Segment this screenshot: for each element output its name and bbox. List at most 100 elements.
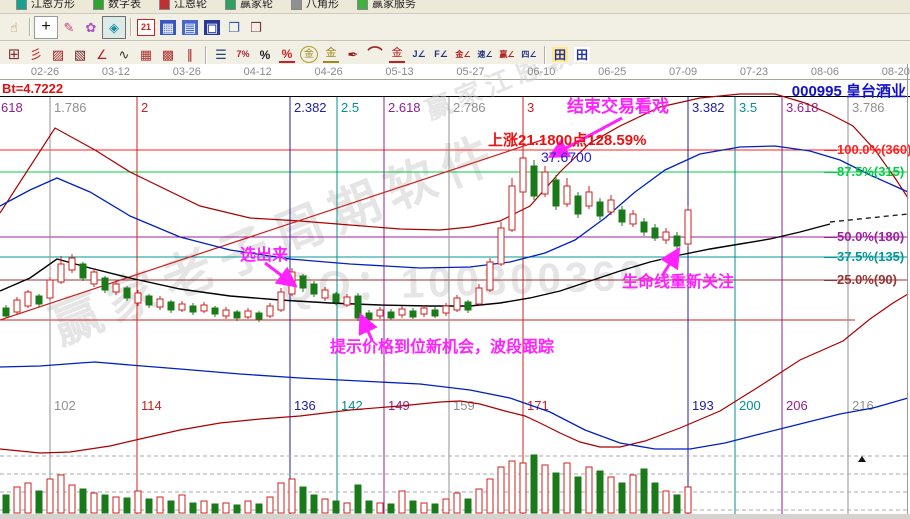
candle-body bbox=[299, 275, 307, 289]
percent-icon: % bbox=[259, 47, 271, 62]
candle-body bbox=[310, 283, 318, 295]
gold-red-icon[interactable]: 金 bbox=[386, 44, 408, 65]
angle-four-icon[interactable]: 四∠ bbox=[518, 44, 540, 65]
toolbar-separator bbox=[544, 45, 545, 64]
gann-ratio-label: 2 bbox=[141, 100, 148, 115]
volume-bar bbox=[585, 466, 593, 514]
volume-bar bbox=[310, 494, 318, 514]
volume-bar bbox=[101, 494, 109, 514]
gann-ratio-label-partial: 618 bbox=[1, 100, 23, 115]
gold-circle-icon[interactable]: 金 bbox=[298, 44, 320, 65]
volume-bar bbox=[266, 496, 274, 514]
ma-black-projection bbox=[829, 213, 909, 223]
volume-bar bbox=[365, 500, 373, 514]
date-tick-label: 05-27 bbox=[456, 66, 484, 78]
save-icon[interactable]: ▣ bbox=[201, 17, 223, 38]
menu-winner-wheel[interactable]: 赢家轮 bbox=[225, 0, 273, 13]
toolbar-separator bbox=[29, 18, 30, 36]
volume-bar bbox=[464, 498, 472, 514]
calendar-21-icon[interactable]: 21 bbox=[135, 17, 157, 38]
grid-blue-icon[interactable]: 田 bbox=[549, 44, 571, 65]
notes-icon[interactable]: ▤ bbox=[179, 17, 201, 38]
volume-bar bbox=[299, 486, 307, 514]
volume-bar bbox=[167, 500, 175, 514]
gold-lines-icon: 金 bbox=[323, 46, 339, 63]
fan-square-icon[interactable]: ▨ bbox=[47, 44, 69, 65]
menu-gann-wheel[interactable]: 江恩轮 bbox=[159, 0, 207, 13]
date-tick-label: 02-26 bbox=[31, 66, 59, 78]
grid-blue-2-icon[interactable]: 田 bbox=[571, 44, 593, 65]
triangle-marker bbox=[858, 456, 866, 462]
date-tick-label: 07-09 bbox=[669, 66, 697, 78]
export-icon[interactable]: ❐ bbox=[223, 17, 245, 38]
grid-red-2-icon[interactable]: ▩ bbox=[157, 44, 179, 65]
candle-body bbox=[453, 297, 461, 311]
angle-win-icon[interactable]: 赢∠ bbox=[496, 44, 518, 65]
menu-number-table-icon bbox=[93, 0, 104, 10]
candle-body bbox=[585, 191, 593, 207]
calculator-icon[interactable]: ▦ bbox=[157, 17, 179, 38]
menu-number-table[interactable]: 数字表 bbox=[93, 0, 141, 13]
percent-red-icon[interactable]: % bbox=[276, 44, 298, 65]
gann-fan-icon[interactable]: 彡 bbox=[25, 44, 47, 65]
volume-bar bbox=[90, 492, 98, 514]
menu-winner-wheel-label: 赢家轮 bbox=[240, 0, 273, 10]
draw-pen-icon[interactable]: ✎ bbox=[58, 17, 80, 38]
gann-ratio-label: 3.5 bbox=[739, 100, 757, 115]
candle-body bbox=[552, 179, 560, 207]
volume-bar bbox=[123, 497, 131, 514]
angle-gold-icon[interactable]: 金∠ bbox=[452, 44, 474, 65]
candle-body bbox=[244, 310, 252, 318]
band-lower-blue bbox=[0, 361, 909, 450]
ma-black bbox=[0, 223, 831, 307]
candle-body bbox=[640, 221, 648, 233]
chart-canvas[interactable]: 赢家老子周期软件QQ：100800360赢家江恩软件02-2603-1203-2… bbox=[0, 26, 910, 514]
angle-f-icon[interactable]: F∠ bbox=[430, 44, 452, 65]
candle-body bbox=[651, 227, 659, 239]
fan-grid-icon[interactable]: ▧ bbox=[69, 44, 91, 65]
candle-body bbox=[35, 295, 43, 305]
angle-j-icon[interactable]: J∠ bbox=[408, 44, 430, 65]
percent-icon[interactable]: % bbox=[254, 44, 276, 65]
volume-bar bbox=[222, 502, 230, 514]
candle-body bbox=[134, 292, 142, 304]
candle-body bbox=[332, 293, 340, 303]
volume-bar bbox=[563, 462, 571, 514]
parallel-lines-icon[interactable]: ∥ bbox=[179, 44, 201, 65]
angle-lines-icon[interactable]: ∠ bbox=[91, 44, 113, 65]
menu-gann-square[interactable]: 江恩方形 bbox=[16, 0, 75, 13]
menu-octagon-label: 八角形 bbox=[306, 0, 339, 10]
gann-fan-icon: 彡 bbox=[29, 47, 43, 62]
volume-bar bbox=[68, 484, 76, 514]
wave-tool-icon[interactable]: ◈ bbox=[102, 15, 126, 39]
price-ladder-icon[interactable]: ☰ bbox=[210, 44, 232, 65]
arc-tool-icon[interactable]: ⌒ bbox=[364, 44, 386, 65]
date-tick-label: 08-06 bbox=[811, 66, 839, 78]
candle-body bbox=[123, 287, 131, 299]
gold-lines-icon[interactable]: 金 bbox=[320, 44, 342, 65]
gann-percent-label: —87.5%(315) bbox=[824, 164, 904, 179]
candle-body bbox=[376, 309, 384, 317]
volume-bar bbox=[486, 478, 494, 514]
volume-bar bbox=[651, 482, 659, 514]
menu-winner-service[interactable]: 赢家服务 bbox=[357, 0, 416, 13]
candle-body bbox=[530, 165, 538, 197]
candle-body bbox=[607, 199, 615, 213]
pan-hand-icon[interactable]: ☝ bbox=[3, 17, 25, 38]
wave-line-icon[interactable]: ∿ bbox=[113, 44, 135, 65]
grid-red-icon[interactable]: ▦ bbox=[135, 44, 157, 65]
volume-bar bbox=[112, 496, 120, 514]
menu-winner-service-icon bbox=[357, 0, 368, 10]
angle-speed-icon[interactable]: 速∠ bbox=[474, 44, 496, 65]
transfer-icon[interactable]: ❒ bbox=[245, 17, 267, 38]
volume-bar bbox=[255, 503, 263, 514]
crosshair-icon[interactable]: + bbox=[34, 15, 58, 39]
brush-tool-icon[interactable]: ✒ bbox=[342, 44, 364, 65]
box-tool-icon[interactable]: ⊞ bbox=[3, 44, 25, 65]
date-tick-label: 04-26 bbox=[315, 66, 343, 78]
volume-bar bbox=[343, 502, 351, 514]
gann-candlestick-chart[interactable]: 赢家老子周期软件QQ：100800360赢家江恩软件02-2603-1203-2… bbox=[0, 26, 910, 514]
menu-octagon[interactable]: 八角形 bbox=[291, 0, 339, 13]
percent-7-icon[interactable]: 7% bbox=[232, 44, 254, 65]
gann-flower-icon[interactable]: ✿ bbox=[80, 17, 102, 38]
